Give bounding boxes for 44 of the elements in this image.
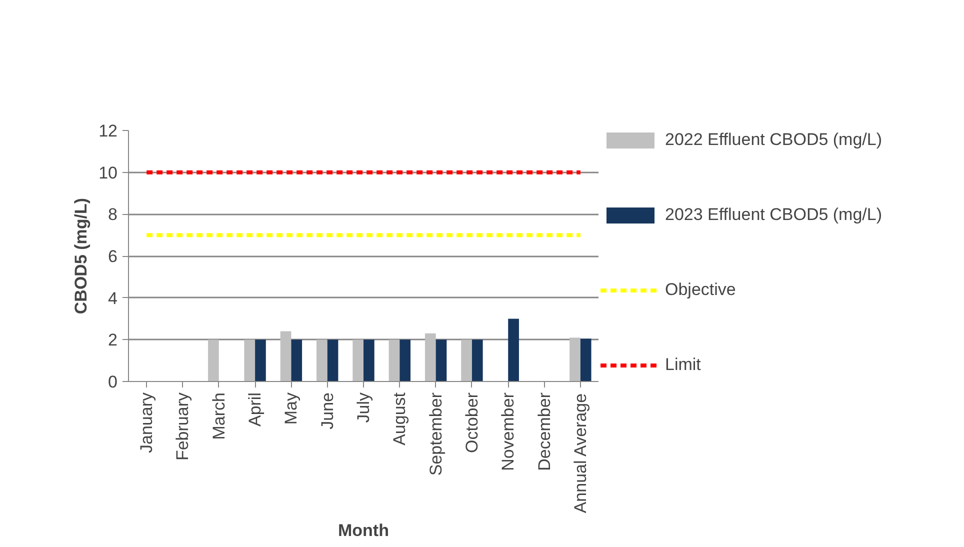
x-tick-label: August — [390, 392, 410, 446]
bar — [436, 340, 447, 382]
bar — [352, 340, 364, 382]
y-axis-title: CBOD5 (mg/L) — [72, 198, 91, 314]
bar — [580, 338, 592, 382]
bar — [508, 318, 519, 382]
bar — [291, 340, 302, 382]
x-tick-label: Annual Average — [570, 393, 590, 514]
x-tick-label: January — [137, 392, 156, 453]
bar — [400, 340, 410, 382]
x-axis-title: Month — [338, 521, 389, 540]
y-tick-label: 12 — [98, 122, 118, 140]
bar — [327, 340, 338, 382]
x-tick-label: April — [246, 392, 265, 427]
x-tick-label: March — [209, 392, 228, 440]
y-tick-label: 8 — [108, 205, 118, 224]
bar — [388, 340, 400, 382]
y-tick-label: 2 — [108, 330, 118, 350]
bar — [280, 331, 292, 382]
legend-label: 2023 Effluent CBOD5 (mg/L) — [665, 205, 882, 225]
bar — [472, 340, 483, 382]
bar — [364, 340, 374, 382]
y-tick-label: 6 — [108, 247, 118, 266]
y-tick-label: 10 — [98, 163, 118, 182]
bar — [570, 338, 580, 382]
y-tick-label: 0 — [108, 372, 118, 392]
x-tick-label: September — [426, 392, 446, 476]
bar — [461, 340, 472, 382]
legend-label: 2022 Effluent CBOD5 (mg/L) — [665, 130, 882, 150]
bar — [316, 340, 328, 382]
x-tick-label: November — [498, 392, 518, 471]
bar — [424, 333, 436, 382]
bar — [255, 340, 266, 382]
x-tick-label: July — [354, 392, 373, 423]
bar — [208, 340, 219, 382]
x-tick-label: June — [318, 392, 337, 430]
y-tick-label: 4 — [108, 288, 118, 308]
x-tick-label: February — [173, 392, 192, 461]
legend-label: Limit — [665, 355, 701, 375]
bar — [244, 340, 256, 382]
x-tick-label: May — [282, 392, 301, 425]
legend-label: Objective — [665, 280, 736, 300]
x-tick-label: October — [462, 392, 482, 453]
x-tick-label: December — [534, 392, 554, 471]
